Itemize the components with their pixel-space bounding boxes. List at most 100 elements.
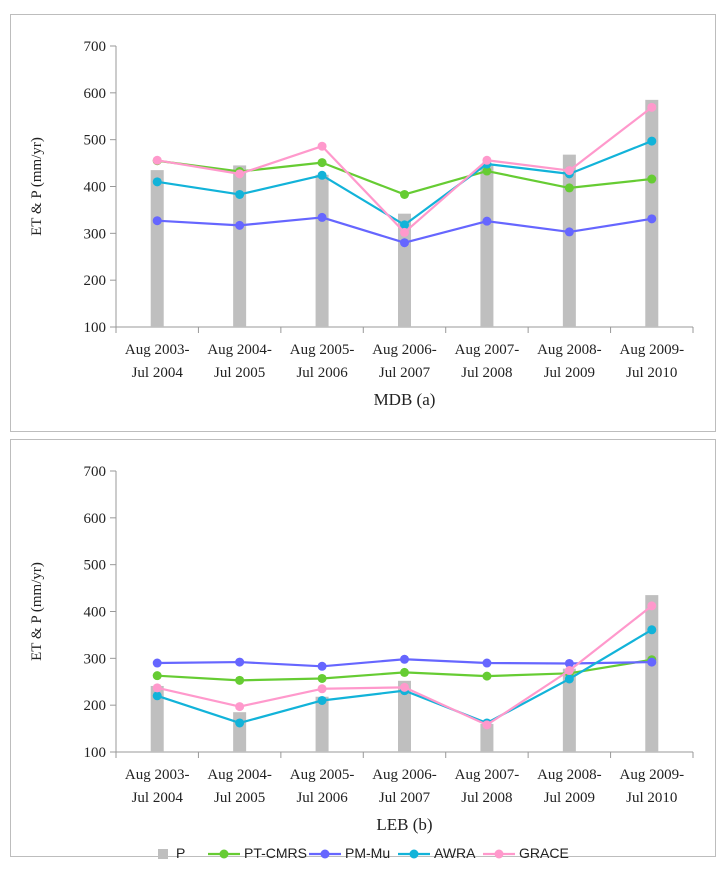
chart-panel-mdb: 100 200 300 400 500 600 700 ET & P (mm/yr) Aug 2… (10, 14, 716, 432)
bar-p-4 (480, 165, 494, 327)
y-tick-label-200: 200 (84, 698, 107, 714)
x-tick-label-4-0: Aug 2007- (455, 767, 520, 783)
x-tick-label-6-1: Jul 2010 (626, 790, 677, 806)
legend-label-pm-mu: PM-Mu (345, 845, 391, 861)
point-pt-cmrs-4 (482, 166, 492, 176)
bar-p-5 (562, 668, 576, 752)
point-pm-mu-6 (647, 657, 657, 667)
y-tick-label-600: 600 (84, 511, 107, 527)
x-tick-label-2-0: Aug 2005- (290, 342, 355, 358)
x-tick-label-1-0: Aug 2004- (207, 767, 272, 783)
x-tick-label-2-0: Aug 2005- (290, 767, 355, 783)
point-pm-mu-0 (152, 216, 162, 226)
point-awra-0 (152, 177, 162, 187)
bar-p-0 (150, 170, 164, 327)
y-tick-label-500: 500 (84, 133, 107, 149)
x-tick-label-3-1: Jul 2007 (379, 365, 431, 381)
point-pt-cmrs-4 (482, 671, 492, 681)
x-tick-label-3-0: Aug 2006- (372, 342, 437, 358)
point-pm-mu-5 (564, 658, 574, 668)
chart-panel-leb: 100 200 300 400 500 600 700 ET & P (mm/yr) Aug 2… (10, 439, 716, 857)
point-pm-mu-1 (235, 657, 245, 667)
point-pt-cmrs-5 (564, 183, 574, 193)
chart-legend: P PT-CMRS PM-Mu AWRA GRACE (0, 842, 718, 866)
bar-p-2 (315, 696, 329, 752)
y-tick-label-500: 500 (84, 558, 107, 574)
legend-label-pt-cmrs: PT-CMRS (244, 845, 307, 861)
chart-svg-leb: 100 200 300 400 500 600 700 ET & P (mm/yr) Aug 2… (29, 464, 694, 834)
y-tick-label-300: 300 (84, 226, 107, 242)
point-awra-2 (317, 695, 327, 705)
x-tick-label-2-1: Jul 2006 (296, 365, 348, 381)
bar-p-0 (150, 685, 164, 752)
x-tick-label-3-1: Jul 2007 (379, 790, 431, 806)
point-awra-1 (235, 718, 245, 728)
bar-p-6 (645, 99, 659, 327)
point-grace-1 (235, 702, 245, 712)
x-tick-label-0-1: Jul 2004 (132, 365, 184, 381)
point-pt-cmrs-0 (152, 671, 162, 681)
x-tick-label-5-0: Aug 2008- (537, 342, 602, 358)
y-axis-title: ET & P (mm/yr) (29, 137, 45, 236)
legend-key-pm-mu (309, 849, 341, 859)
point-pm-mu-3 (400, 238, 409, 248)
y-tick-label-700: 700 (84, 464, 107, 480)
y-tick-label-400: 400 (84, 180, 107, 196)
point-pm-mu-2 (317, 212, 327, 222)
x-tick-label-4-1: Jul 2008 (461, 790, 512, 806)
point-grace-5 (564, 166, 574, 176)
legend-key-awra (398, 849, 430, 859)
point-pm-mu-4 (482, 658, 492, 668)
point-awra-6 (647, 625, 657, 635)
point-grace-1 (235, 169, 245, 179)
x-tick-label-2-1: Jul 2006 (296, 790, 348, 806)
legend-marker-grace (494, 849, 504, 859)
legend-marker-awra (409, 849, 419, 859)
x-tick-label-6-1: Jul 2010 (626, 365, 677, 381)
point-pt-cmrs-6 (647, 174, 657, 184)
point-grace-4 (482, 720, 492, 730)
point-pt-cmrs-3 (400, 667, 409, 677)
x-tick-label-3-0: Aug 2006- (372, 767, 437, 783)
x-tick-label-0-0: Aug 2003- (125, 342, 190, 358)
point-grace-6 (647, 601, 657, 611)
x-tick-label-5-1: Jul 2009 (544, 790, 595, 806)
legend-marker-pm-mu (320, 849, 330, 859)
y-tick-label-200: 200 (84, 273, 107, 289)
series-line-awra (157, 140, 653, 227)
y-tick-label-300: 300 (84, 651, 107, 667)
point-grace-4 (482, 155, 492, 165)
y-tick-label-700: 700 (84, 39, 107, 55)
point-pm-mu-4 (482, 216, 492, 226)
series-line-pt-cmrs (157, 159, 652, 196)
point-pt-cmrs-2 (317, 673, 327, 683)
legend-marker-pt-cmrs (219, 849, 229, 859)
point-grace-3 (400, 682, 409, 692)
x-tick-label-6-0: Aug 2009- (619, 767, 684, 783)
point-pm-mu-6 (647, 214, 657, 224)
point-pt-cmrs-2 (317, 158, 327, 168)
legend-label-p: P (176, 845, 186, 861)
bar-p-1 (233, 165, 247, 327)
x-tick-label-5-1: Jul 2009 (544, 365, 595, 381)
point-awra-2 (317, 170, 327, 180)
point-pm-mu-0 (152, 658, 162, 668)
point-grace-2 (317, 684, 327, 694)
bar-p-4 (480, 723, 494, 752)
point-grace-3 (400, 227, 409, 237)
point-grace-5 (564, 666, 574, 676)
x-tick-label-4-1: Jul 2008 (461, 365, 512, 381)
point-grace-6 (647, 102, 657, 112)
point-pm-mu-2 (317, 661, 327, 671)
y-tick-label-100: 100 (84, 320, 107, 336)
point-pm-mu-3 (400, 654, 409, 664)
x-tick-label-0-0: Aug 2003- (125, 767, 190, 783)
x-tick-label-5-0: Aug 2008- (537, 767, 602, 783)
y-tick-label-100: 100 (84, 745, 107, 761)
bar-p-2 (315, 174, 329, 327)
legend-key-pt-cmrs (208, 849, 240, 859)
bar-p-1 (233, 712, 247, 752)
legend-label-awra: AWRA (434, 845, 476, 861)
legend-label-grace: GRACE (519, 845, 569, 861)
legend-swatch-p (158, 849, 168, 859)
